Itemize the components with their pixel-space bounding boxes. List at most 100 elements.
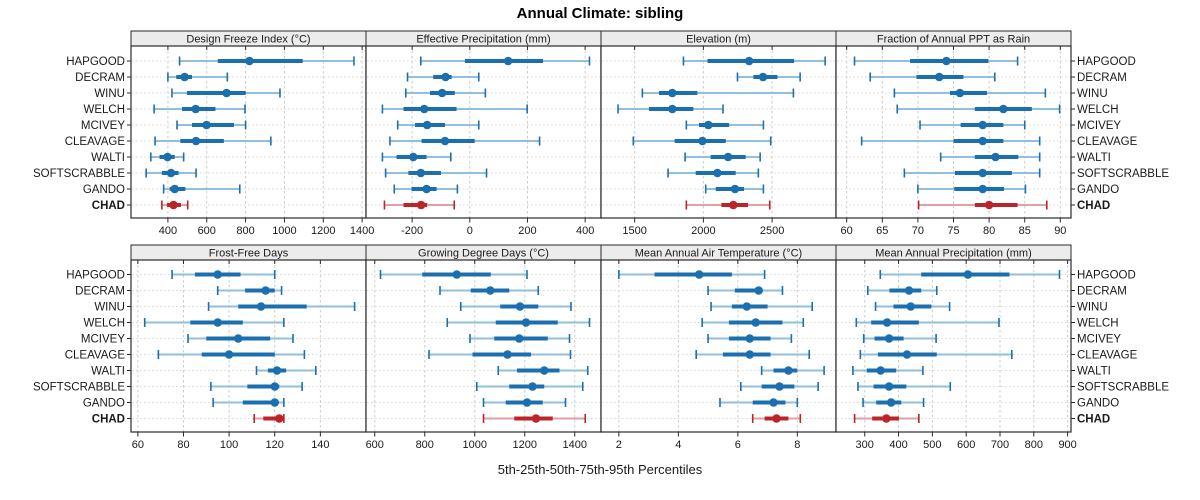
- median-dot-winu: [437, 88, 447, 98]
- axis-tick-label: 6: [735, 439, 741, 451]
- panel-bg-mean-annual-air-temperature-c: [601, 260, 836, 432]
- chart-title: Annual Climate: sibling: [516, 5, 684, 22]
- axis-tick-label: 80: [177, 439, 189, 451]
- median-dot-hapgood: [452, 270, 462, 279]
- median-dot-welch: [521, 318, 531, 327]
- axis-tick-label: 400: [576, 225, 594, 237]
- axis-tick-label: 60: [841, 225, 853, 237]
- median-dot-hapgood: [694, 270, 704, 279]
- median-dot-walti: [163, 152, 172, 162]
- axis-tick-label: 800: [236, 225, 254, 237]
- station-label-right-gando: GANDO: [1077, 184, 1119, 196]
- axis-tick-label: 1200: [311, 225, 335, 237]
- axis-tick-label: 2000: [691, 225, 715, 237]
- station-label-right-welch: WELCH: [1077, 104, 1119, 116]
- axis-tick-label: 800: [1025, 439, 1043, 451]
- station-label-right-walti: WALTI: [1077, 152, 1111, 164]
- median-dot-welch: [668, 104, 677, 114]
- axis-tick-label: 300: [856, 439, 874, 451]
- strip-title-mean-annual-air-temperature-c: Mean Annual Air Temperature (°C): [635, 248, 802, 260]
- strip-title-elevation-m: Elevation (m): [686, 34, 751, 46]
- median-dot-cleavage: [503, 350, 512, 359]
- median-dot-chad: [275, 414, 284, 423]
- median-dot-mcivey: [978, 120, 987, 130]
- chart-caption: 5th-25th-50th-75th-95th Percentiles: [497, 462, 703, 477]
- median-dot-gando: [886, 398, 896, 407]
- station-label-left-mcivey: MCIVEY: [81, 120, 125, 132]
- median-dot-decram: [180, 72, 189, 82]
- station-label-left-walti: WALTI: [91, 366, 125, 378]
- median-dot-welch: [751, 318, 760, 327]
- median-dot-gando: [270, 398, 280, 407]
- median-dot-mcivey: [233, 334, 243, 343]
- strip-title-design-freeze-index-c: Design Freeze Index (°C): [186, 34, 310, 46]
- station-label-left-decram: DECRAM: [75, 72, 125, 84]
- median-dot-walti: [723, 152, 733, 162]
- median-dot-softscrabble: [884, 382, 894, 391]
- axis-tick-label: -200: [401, 225, 423, 237]
- axis-tick-label: 2: [616, 439, 622, 451]
- station-label-left-welch: WELCH: [83, 104, 125, 116]
- median-dot-winu: [668, 88, 677, 98]
- median-dot-winu: [256, 302, 266, 311]
- panel-bg-elevation-m: [601, 46, 836, 218]
- median-dot-welch: [191, 104, 200, 114]
- panel-border-fraction-of-annual-ppt-as-rain: [835, 45, 1072, 219]
- axis-tick-label: 4: [675, 439, 681, 451]
- panel-bg-frost-free-days: [131, 260, 366, 432]
- panel-bg-mean-annual-precipitation-mm: [836, 260, 1071, 432]
- median-dot-softscrabble: [978, 168, 987, 178]
- median-dot-winu: [906, 302, 916, 311]
- median-dot-decram: [758, 72, 768, 82]
- median-dot-winu: [515, 302, 525, 311]
- axis-tick-label: 60: [132, 439, 144, 451]
- station-label-right-chad: CHAD: [1077, 414, 1110, 426]
- station-label-right-winu: WINU: [1077, 88, 1108, 100]
- station-label-left-winu: WINU: [94, 88, 125, 100]
- median-dot-mcivey: [202, 120, 211, 130]
- station-label-left-winu: WINU: [94, 302, 125, 314]
- median-dot-mcivey: [884, 334, 894, 343]
- median-dot-hapgood: [963, 270, 973, 279]
- strip-title-frost-free-days: Frost-Free Days: [209, 248, 289, 260]
- median-dot-hapgood: [213, 270, 222, 279]
- median-dot-gando: [170, 184, 179, 194]
- axis-tick-label: 1400: [350, 225, 374, 237]
- median-dot-cleavage: [745, 350, 755, 359]
- axis-tick-label: 8: [794, 439, 800, 451]
- station-label-left-mcivey: MCIVEY: [81, 334, 125, 346]
- station-label-right-softscrabble: SOFTSCRABBLE: [1077, 382, 1169, 394]
- median-dot-decram: [261, 286, 270, 295]
- median-dot-softscrabble: [270, 382, 280, 391]
- axis-tick-label: 600: [198, 225, 216, 237]
- median-dot-welch: [213, 318, 222, 327]
- station-label-left-welch: WELCH: [83, 318, 125, 330]
- median-dot-mcivey: [514, 334, 524, 343]
- median-dot-mcivey: [745, 334, 755, 343]
- median-dot-winu: [955, 88, 965, 98]
- median-dot-cleavage: [440, 136, 450, 146]
- median-dot-cleavage: [978, 136, 987, 146]
- median-dot-cleavage: [902, 350, 912, 359]
- axis-tick-label: 1000: [272, 225, 296, 237]
- median-dot-chad: [169, 200, 178, 210]
- station-label-right-hapgood: HAPGOOD: [1077, 56, 1136, 68]
- station-label-right-walti: WALTI: [1077, 366, 1111, 378]
- station-label-left-walti: WALTI: [91, 152, 125, 164]
- median-dot-softscrabble: [528, 382, 537, 391]
- axis-tick-label: 800: [416, 439, 434, 451]
- median-dot-welch: [999, 104, 1008, 114]
- median-dot-cleavage: [191, 136, 201, 146]
- station-label-right-cleavage: CLEAVAGE: [1077, 136, 1138, 148]
- station-label-right-decram: DECRAM: [1077, 72, 1127, 84]
- station-label-right-cleavage: CLEAVAGE: [1077, 350, 1138, 362]
- median-dot-walti: [408, 152, 418, 162]
- median-dot-welch: [419, 104, 429, 114]
- station-label-left-gando: GANDO: [83, 184, 125, 196]
- median-dot-softscrabble: [713, 168, 722, 178]
- station-label-right-mcivey: MCIVEY: [1077, 120, 1121, 132]
- median-dot-walti: [991, 152, 1000, 162]
- median-dot-winu: [222, 88, 231, 98]
